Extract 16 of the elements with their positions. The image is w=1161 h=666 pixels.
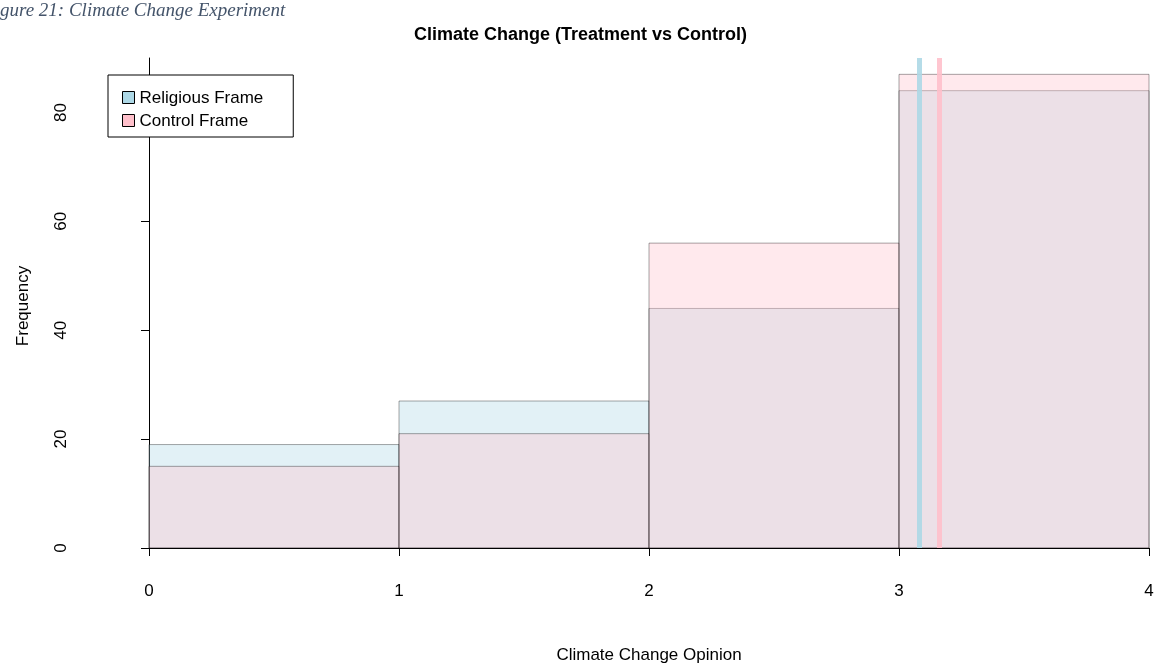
x-tick-label: 1 bbox=[394, 581, 404, 600]
x-axis-title: Climate Change Opinion bbox=[556, 645, 742, 664]
chart-title: Climate Change (Treatment vs Control) bbox=[413, 24, 748, 44]
y-tick-label: 60 bbox=[51, 211, 70, 231]
legend-label: Control Frame bbox=[139, 111, 249, 130]
x-tick-label: 2 bbox=[644, 581, 654, 600]
text: gure 21: Climate Change Experiment bbox=[0, 0, 287, 20]
y-tick-label: 40 bbox=[51, 320, 70, 340]
legend-label: Religious Frame bbox=[139, 88, 264, 107]
x-tick-label: 0 bbox=[144, 581, 154, 600]
x-tick-label: 3 bbox=[894, 581, 904, 600]
y-tick-label: 0 bbox=[51, 543, 70, 553]
x-tick-label: 4 bbox=[1144, 581, 1154, 600]
y-axis-title: Frequency bbox=[12, 265, 32, 347]
y-tick-label: 80 bbox=[51, 102, 70, 122]
y-tick-label: 20 bbox=[51, 429, 70, 449]
